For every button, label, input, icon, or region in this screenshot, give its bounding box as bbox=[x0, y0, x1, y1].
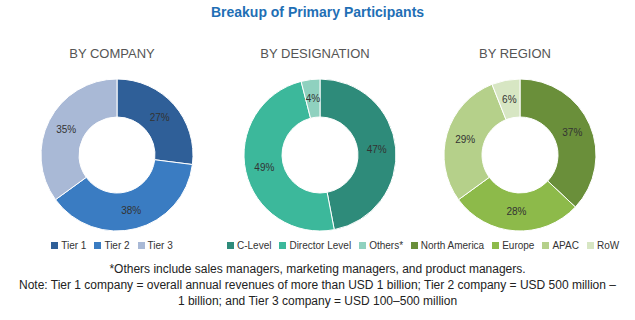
svg-text:6%: 6% bbox=[502, 94, 517, 105]
html-text:Others*: Others* bbox=[369, 240, 403, 251]
html-text:Tier 2: Tier 2 bbox=[104, 240, 130, 251]
html-text:*Others include sales managers: *Others include sales managers, marketin… bbox=[109, 262, 526, 276]
html-text:Note: Tier 1 company = overall: Note: Tier 1 company = overall annual re… bbox=[19, 278, 616, 308]
svg-text:49%: 49% bbox=[254, 162, 274, 173]
html-text:RoW: RoW bbox=[596, 240, 620, 251]
svg-text:29%: 29% bbox=[455, 134, 475, 145]
html-text:Tier 1: Tier 1 bbox=[61, 240, 87, 251]
html-text:C-Level: C-Level bbox=[237, 240, 272, 251]
svg-text:4%: 4% bbox=[306, 93, 321, 104]
svg-text:47%: 47% bbox=[367, 144, 387, 155]
html-text:APAC: APAC bbox=[552, 240, 579, 251]
svg-text:27%: 27% bbox=[150, 112, 170, 123]
html-text:Europe: Europe bbox=[502, 240, 535, 251]
html-text:North America: North America bbox=[420, 240, 485, 251]
html-text:BY REGION: BY REGION bbox=[479, 46, 551, 61]
html-text:Tier 3: Tier 3 bbox=[147, 240, 173, 251]
html-text:Director Level: Director Level bbox=[289, 240, 352, 251]
svg-text:28%: 28% bbox=[506, 206, 526, 217]
html-text:BY DESIGNATION: BY DESIGNATION bbox=[260, 46, 370, 61]
html-text:Breakup of Primary Participant: Breakup of Primary Participants bbox=[210, 4, 425, 20]
svg-text:38%: 38% bbox=[121, 205, 141, 216]
svg-text:35%: 35% bbox=[56, 124, 76, 135]
html-text:BY COMPANY: BY COMPANY bbox=[69, 46, 155, 61]
svg-text:37%: 37% bbox=[562, 127, 582, 138]
